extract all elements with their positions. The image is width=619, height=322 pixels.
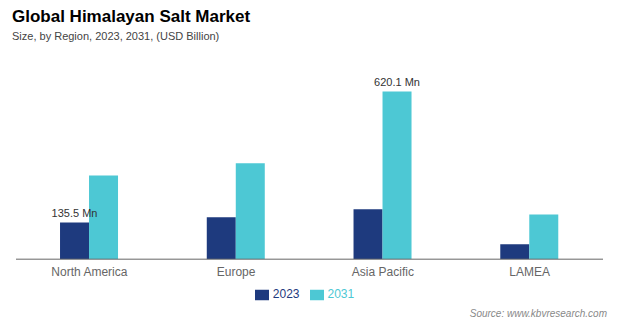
- svg-text:North America: North America: [51, 265, 127, 279]
- html-text:2023: 2023: [272, 287, 300, 302]
- svg-text:135.5 Mn: 135.5 Mn: [52, 207, 98, 219]
- html-text:Global Himalayan Salt Market: Global Himalayan Salt Market: [12, 7, 251, 26]
- html-text:Size, by Region, 2023, 2031, (: Size, by Region, 2023, 2031, (USD Billio…: [12, 30, 220, 42]
- svg-text:LAMEA: LAMEA: [509, 265, 550, 279]
- svg-text:Europe: Europe: [217, 265, 256, 279]
- svg-text:620.1 Mn: 620.1 Mn: [374, 76, 420, 88]
- svg-text:Asia Pacific: Asia Pacific: [352, 265, 414, 279]
- html-text:2031: 2031: [327, 287, 355, 302]
- html-text:Source: www.kbvresearch.com: Source: www.kbvresearch.com: [469, 308, 607, 319]
